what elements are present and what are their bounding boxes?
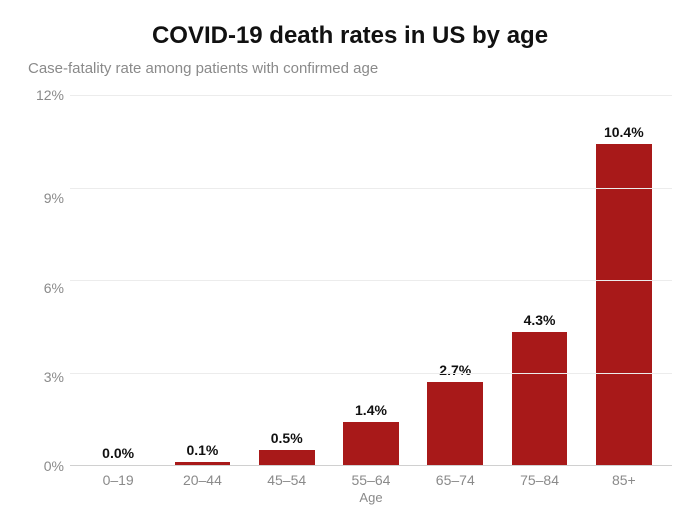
- gridline: [70, 95, 672, 96]
- y-axis: 12%9%6%3%0%: [28, 95, 70, 466]
- bar: [343, 422, 399, 465]
- bar: [175, 462, 231, 465]
- y-tick-label: 0%: [44, 459, 64, 473]
- bar: [596, 144, 652, 465]
- gridline: [70, 280, 672, 281]
- y-tick-label: 6%: [44, 281, 64, 295]
- plot-area: 0.0% 0.1% 0.5% 1.4% 2.7% 4.3% 10.4%: [70, 95, 672, 466]
- bar-value-label: 0.1%: [186, 442, 218, 458]
- chart-title: COVID-19 death rates in US by age: [28, 22, 672, 50]
- plot-row: 12%9%6%3%0% 0.0%0.1%0.5%1.4%2.7%4.3%10.4…: [28, 95, 672, 466]
- gridline: [70, 373, 672, 374]
- y-tick-label: 9%: [44, 191, 64, 205]
- x-tick-label: 45–54: [245, 472, 329, 488]
- gridline: [70, 188, 672, 189]
- x-tick-label: 65–74: [413, 472, 497, 488]
- chart-container: COVID-19 death rates in US by age Case-f…: [0, 0, 700, 525]
- y-tick-label: 3%: [44, 370, 64, 384]
- x-tick-label: 0–19: [76, 472, 160, 488]
- bar-value-label: 1.4%: [355, 402, 387, 418]
- x-tick-label: 85+: [582, 472, 666, 488]
- x-tick-label: 75–84: [497, 472, 581, 488]
- chart-area: 12%9%6%3%0% 0.0%0.1%0.5%1.4%2.7%4.3%10.4…: [28, 95, 672, 505]
- y-tick-label: 12%: [36, 88, 64, 102]
- bar-value-label: 2.7%: [439, 362, 471, 378]
- x-tick-label: 20–44: [160, 472, 244, 488]
- bar-value-label: 10.4%: [604, 124, 644, 140]
- bar: [512, 332, 568, 465]
- chart-subtitle: Case-fatality rate among patients with c…: [28, 60, 672, 77]
- bar-value-label: 0.5%: [271, 430, 303, 446]
- x-label-row: Age: [28, 490, 672, 505]
- x-axis-row: 0–1920–4445–5455–6465–7475–8485+: [28, 466, 672, 488]
- bar: [259, 450, 315, 465]
- x-axis-label: Age: [70, 490, 672, 505]
- bar: [427, 382, 483, 465]
- x-axis: 0–1920–4445–5455–6465–7475–8485+: [70, 466, 672, 488]
- x-label-spacer: [28, 490, 70, 505]
- bar-value-label: 4.3%: [524, 312, 556, 328]
- bar-value-label: 0.0%: [102, 445, 134, 461]
- x-tick-label: 55–64: [329, 472, 413, 488]
